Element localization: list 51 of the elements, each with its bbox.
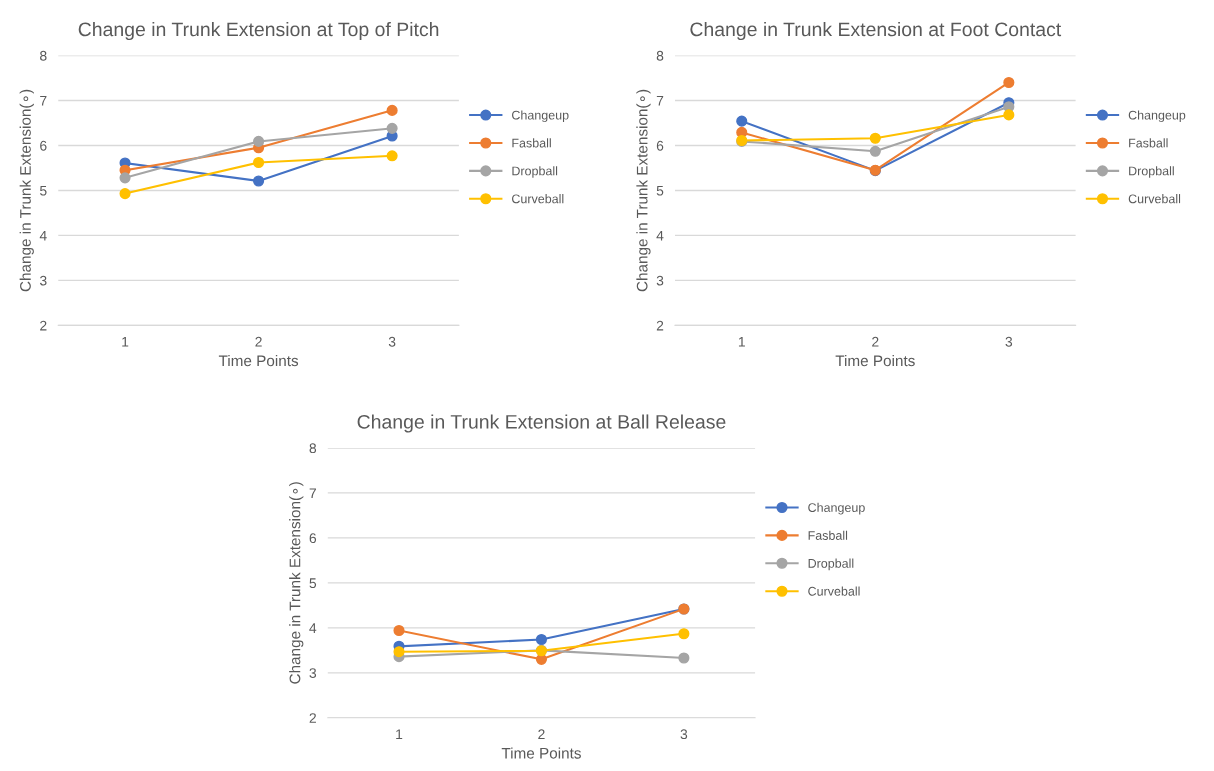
x-tick-label: 2 [255,336,262,347]
legend-label: Fasball [1129,138,1168,148]
x-tick-label: 3 [388,336,396,347]
legend-label: Fasball [808,530,848,540]
y-tick-label: 6 [40,140,47,151]
y-tick-label: 3 [39,275,47,286]
y-tick-label: 5 [309,578,317,589]
y-tick-label: 4 [309,623,317,633]
legend-label: Curveball [1128,194,1181,204]
y-tick-label: 5 [656,185,664,196]
legend-label: Dropball [808,558,854,571]
legend-label: Curveball [808,586,860,596]
x-tick-label: 3 [680,729,688,740]
y-tick-label: 4 [656,230,664,241]
x-axis-title: Time Points [501,747,581,759]
y-tick-label: 3 [656,275,664,286]
legend-label: Fasball [512,138,551,148]
y-tick-label: 6 [656,140,664,151]
legend-label: Dropball [512,166,558,178]
y-tick-label: 8 [40,50,47,61]
x-tick-label: 1 [122,336,129,347]
y-axis-title: Change in Trunk Extension(∘) [289,482,304,684]
x-tick-label: 1 [738,336,745,347]
x-axis-title: Time Points [835,354,915,367]
y-tick-label: 8 [309,443,317,454]
y-tick-label: 8 [656,50,664,61]
y-tick-label: 2 [656,320,664,331]
y-tick-label: 4 [39,230,47,241]
y-tick-label: 2 [40,320,47,331]
y-tick-label: 3 [309,668,317,678]
x-tick-label: 2 [538,729,545,739]
y-tick-label: 7 [309,488,316,498]
x-axis-title: Time Points [218,354,299,367]
x-tick-label: 1 [396,729,403,739]
legend-label: Changeup [1128,110,1186,123]
legend-label: Changeup [808,502,865,515]
legend-label: Dropball [1129,166,1174,178]
y-axis-title: Change in Trunk Extension(∘) [19,89,34,292]
y-tick-label: 6 [309,533,317,544]
legend-label: Changeup [512,110,569,123]
y-axis-title: Change in Trunk Extension(∘) [636,89,651,292]
chart-title: Change in Trunk Extension at Foot Contact [690,21,1062,41]
y-tick-label: 5 [39,185,47,196]
x-tick-label: 3 [1005,336,1013,347]
y-tick-label: 2 [309,713,316,723]
chart-title: Change in Trunk Extension at Ball Release [357,414,726,433]
legend-label: Curveball [512,194,564,204]
y-tick-label: 7 [656,95,664,106]
x-tick-label: 2 [872,336,879,347]
chart-title: Change in Trunk Extension at Top of Pitch [78,21,439,41]
y-tick-label: 7 [40,95,47,106]
